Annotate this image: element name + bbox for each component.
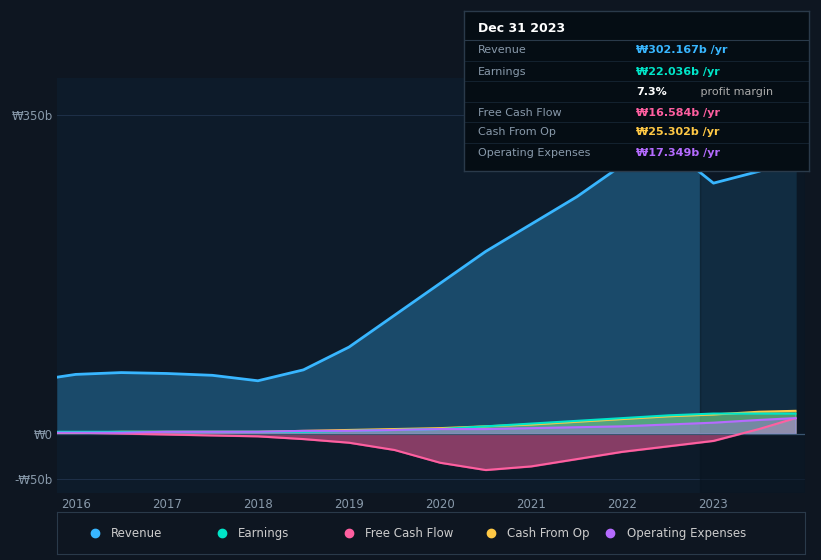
Bar	[699, 78, 805, 493]
Text: ₩25.302b /yr: ₩25.302b /yr	[636, 128, 720, 138]
Text: Revenue: Revenue	[478, 44, 526, 54]
Text: Free Cash Flow: Free Cash Flow	[365, 527, 454, 540]
Text: Revenue: Revenue	[112, 527, 163, 540]
Text: Dec 31 2023: Dec 31 2023	[478, 22, 565, 35]
Text: Cash From Op: Cash From Op	[478, 128, 556, 138]
Text: Operating Expenses: Operating Expenses	[478, 148, 590, 158]
Text: 7.3%: 7.3%	[636, 87, 667, 97]
Text: Operating Expenses: Operating Expenses	[626, 527, 746, 540]
Text: ₩17.349b /yr: ₩17.349b /yr	[636, 148, 720, 158]
Text: profit margin: profit margin	[696, 87, 773, 97]
Text: ₩302.167b /yr: ₩302.167b /yr	[636, 44, 727, 54]
Text: Earnings: Earnings	[238, 527, 290, 540]
Text: Earnings: Earnings	[478, 67, 526, 77]
Text: ₩22.036b /yr: ₩22.036b /yr	[636, 67, 720, 77]
Text: ₩16.584b /yr: ₩16.584b /yr	[636, 108, 720, 118]
Text: Cash From Op: Cash From Op	[507, 527, 589, 540]
Text: Free Cash Flow: Free Cash Flow	[478, 108, 562, 118]
